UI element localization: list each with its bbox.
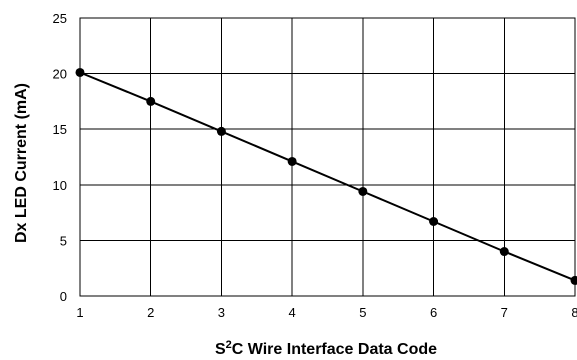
x-tick-label: 6 xyxy=(430,305,437,320)
x-tick-label: 2 xyxy=(147,305,154,320)
y-axis-title: Dx LED Current (mA) xyxy=(13,83,30,243)
x-axis-title: S2C Wire Interface Data Code xyxy=(215,339,437,358)
y-tick-label: 20 xyxy=(53,67,67,82)
y-tick-label: 25 xyxy=(53,11,67,26)
x-axis-title-s: S xyxy=(215,341,226,358)
x-axis-title-superscript: 2 xyxy=(226,339,232,351)
data-point xyxy=(287,156,297,166)
data-point xyxy=(358,186,368,196)
data-point xyxy=(146,96,156,106)
data-point xyxy=(570,275,577,285)
x-axis-title-rest: C Wire Interface Data Code xyxy=(232,341,437,358)
data-point xyxy=(216,126,226,136)
x-tick-label: 3 xyxy=(218,305,225,320)
plot-frame xyxy=(79,17,576,297)
series-line xyxy=(79,71,576,282)
x-tick-label: 5 xyxy=(359,305,366,320)
data-point xyxy=(429,216,439,226)
data-point xyxy=(75,67,85,77)
x-tick-label: 1 xyxy=(76,305,83,320)
y-tick-label: 0 xyxy=(60,289,67,304)
y-tick-label: 5 xyxy=(60,233,67,248)
x-tick-label: 7 xyxy=(501,305,508,320)
y-tick-label: 15 xyxy=(53,122,67,137)
x-tick-labels: 1 2 3 4 5 6 7 8 xyxy=(76,305,577,320)
y-tick-label: 10 xyxy=(53,178,67,193)
data-points xyxy=(75,67,577,285)
x-tick-label: 4 xyxy=(289,305,296,320)
y-tick-labels: 0 5 10 15 20 25 xyxy=(53,11,67,304)
data-point xyxy=(499,247,509,257)
x-tick-label: 8 xyxy=(571,305,577,320)
